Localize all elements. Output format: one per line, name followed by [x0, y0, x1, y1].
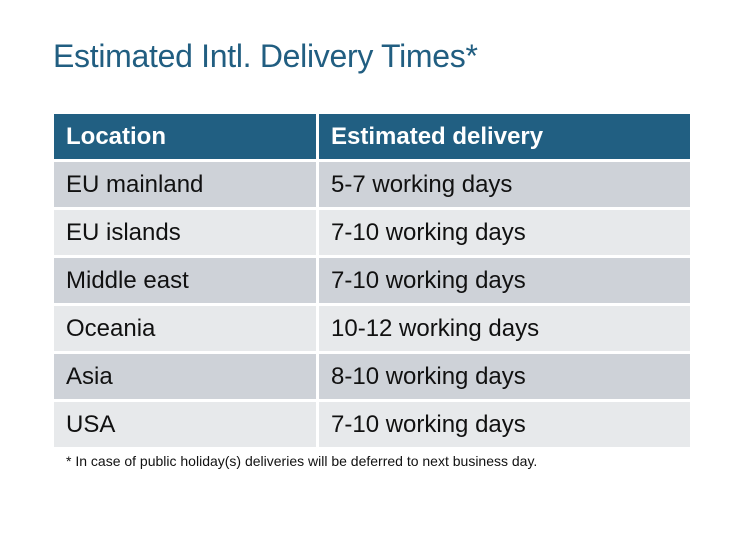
delivery-cell: 7-10 working days — [319, 258, 690, 303]
table-row: EU islands 7-10 working days — [54, 210, 690, 255]
location-cell: EU mainland — [54, 162, 316, 207]
table-row: USA 7-10 working days — [54, 402, 690, 447]
header-row: Location Estimated delivery — [54, 114, 690, 159]
page-title: Estimated Intl. Delivery Times* — [53, 38, 478, 74]
table-row: Asia 8-10 working days — [54, 354, 690, 399]
table-row: Middle east 7-10 working days — [54, 258, 690, 303]
delivery-table: Location Estimated delivery EU mainland 5… — [51, 111, 693, 450]
delivery-cell: 5-7 working days — [319, 162, 690, 207]
delivery-cell: 7-10 working days — [319, 402, 690, 447]
location-cell: USA — [54, 402, 316, 447]
location-cell: EU islands — [54, 210, 316, 255]
location-cell: Asia — [54, 354, 316, 399]
header-location: Location — [54, 114, 316, 159]
delivery-cell: 7-10 working days — [319, 210, 690, 255]
location-cell: Oceania — [54, 306, 316, 351]
header-estimated-delivery: Estimated delivery — [319, 114, 690, 159]
table-row: EU mainland 5-7 working days — [54, 162, 690, 207]
delivery-cell: 8-10 working days — [319, 354, 690, 399]
footnote: * In case of public holiday(s) deliverie… — [66, 453, 538, 469]
delivery-cell: 10-12 working days — [319, 306, 690, 351]
location-cell: Middle east — [54, 258, 316, 303]
table-row: Oceania 10-12 working days — [54, 306, 690, 351]
